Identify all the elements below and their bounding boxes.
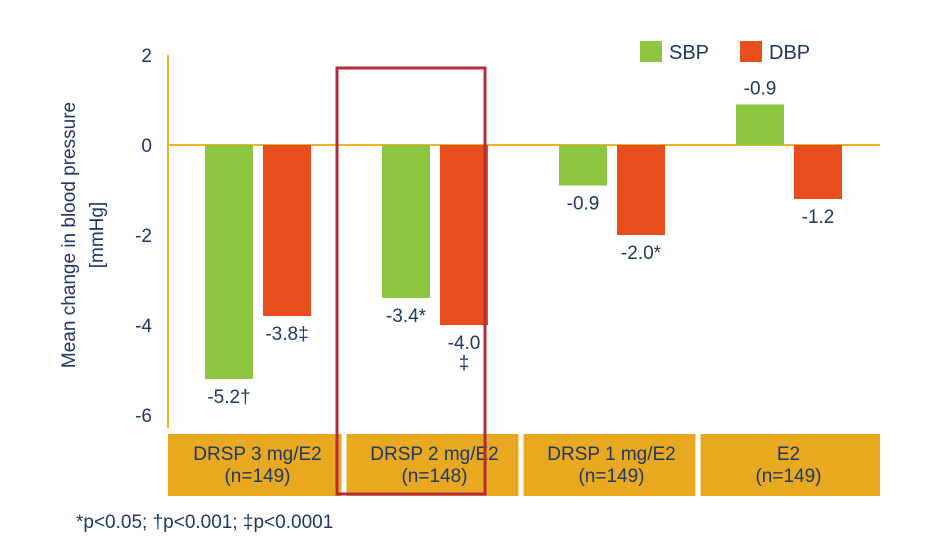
- bar-sbp: [736, 104, 784, 145]
- category-label: DRSP 3 mg/E2: [193, 444, 321, 465]
- category-n-label: (n=149): [578, 466, 644, 487]
- bar-dbp: [263, 145, 311, 316]
- legend-swatch-sbp: [640, 41, 662, 62]
- y-tick-label: -2: [135, 226, 152, 247]
- y-tick-label: 0: [141, 136, 152, 157]
- bar-sbp: [382, 145, 430, 298]
- legend-label-sbp: SBP: [669, 42, 709, 64]
- category-n-label: (n=149): [224, 466, 290, 487]
- category-band: [168, 434, 880, 496]
- y-axis-label-line-1: Mean change in blood pressure: [59, 102, 80, 368]
- data-label-sbp: -5.2†: [207, 387, 250, 408]
- data-label-sbp: -0.9: [744, 79, 777, 100]
- y-tick-label: 2: [141, 46, 152, 67]
- y-tick-label: -6: [135, 406, 152, 427]
- y-tick-label: -4: [135, 316, 152, 337]
- y-axis-label-line-2: [mmHg]: [87, 202, 108, 269]
- data-label-dbp: ‡: [459, 353, 470, 374]
- category-label: DRSP 2 mg/E2: [370, 444, 498, 465]
- bar-dbp: [440, 145, 488, 325]
- data-label-dbp: -1.2: [802, 207, 835, 228]
- data-label-sbp: -3.4*: [386, 306, 427, 327]
- data-label-dbp: -4.0: [448, 333, 481, 354]
- footnote: *p<0.05; †p<0.001; ‡p<0.0001: [76, 512, 334, 533]
- bar-sbp: [205, 145, 253, 379]
- category-label: E2: [777, 444, 800, 465]
- data-label-sbp: -0.9: [567, 194, 600, 215]
- bar-dbp: [794, 145, 842, 199]
- legend-label-dbp: DBP: [769, 42, 810, 64]
- data-label-dbp: -2.0*: [621, 243, 662, 264]
- y-axis-title: Mean change in blood pressure [mmHg]: [59, 102, 108, 368]
- category-n-label: (n=149): [755, 466, 821, 487]
- category-n-label: (n=148): [401, 466, 467, 487]
- bar-dbp: [617, 145, 665, 235]
- category-label: DRSP 1 mg/E2: [547, 444, 675, 465]
- data-label-dbp: -3.8‡: [265, 324, 308, 345]
- highlight-box: [335, 66, 487, 496]
- legend-swatch-dbp: [740, 41, 762, 62]
- bar-sbp: [559, 145, 607, 186]
